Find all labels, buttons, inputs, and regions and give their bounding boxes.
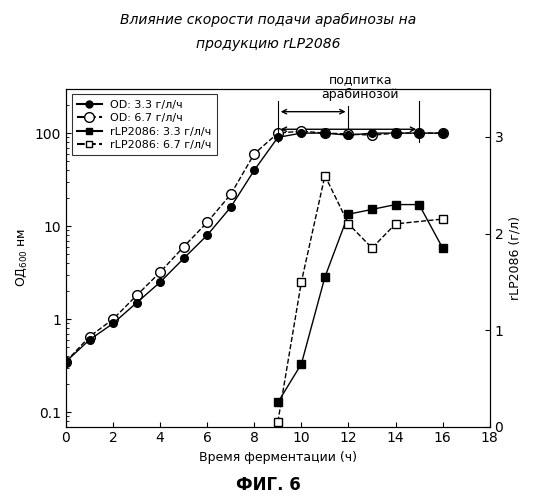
Legend: OD: 3.3 г/л/ч, OD: 6.7 г/л/ч, rLP2086: 3.3 г/л/ч, rLP2086: 6.7 г/л/ч: OD: 3.3 г/л/ч, OD: 6.7 г/л/ч, rLP2086: 3… — [71, 94, 217, 155]
Y-axis label: ОД$_{600}$ нм: ОД$_{600}$ нм — [15, 228, 29, 287]
Text: продукцию rLP2086: продукцию rLP2086 — [196, 37, 341, 51]
Y-axis label: rLP2086 (г/л): rLP2086 (г/л) — [509, 216, 522, 300]
Text: ФИГ. 6: ФИГ. 6 — [236, 476, 301, 494]
Text: Влияние скорости подачи арабинозы на: Влияние скорости подачи арабинозы на — [120, 12, 417, 26]
Text: подпитка
арабинозой: подпитка арабинозой — [322, 73, 399, 101]
X-axis label: Время ферментации (ч): Время ферментации (ч) — [199, 451, 357, 464]
